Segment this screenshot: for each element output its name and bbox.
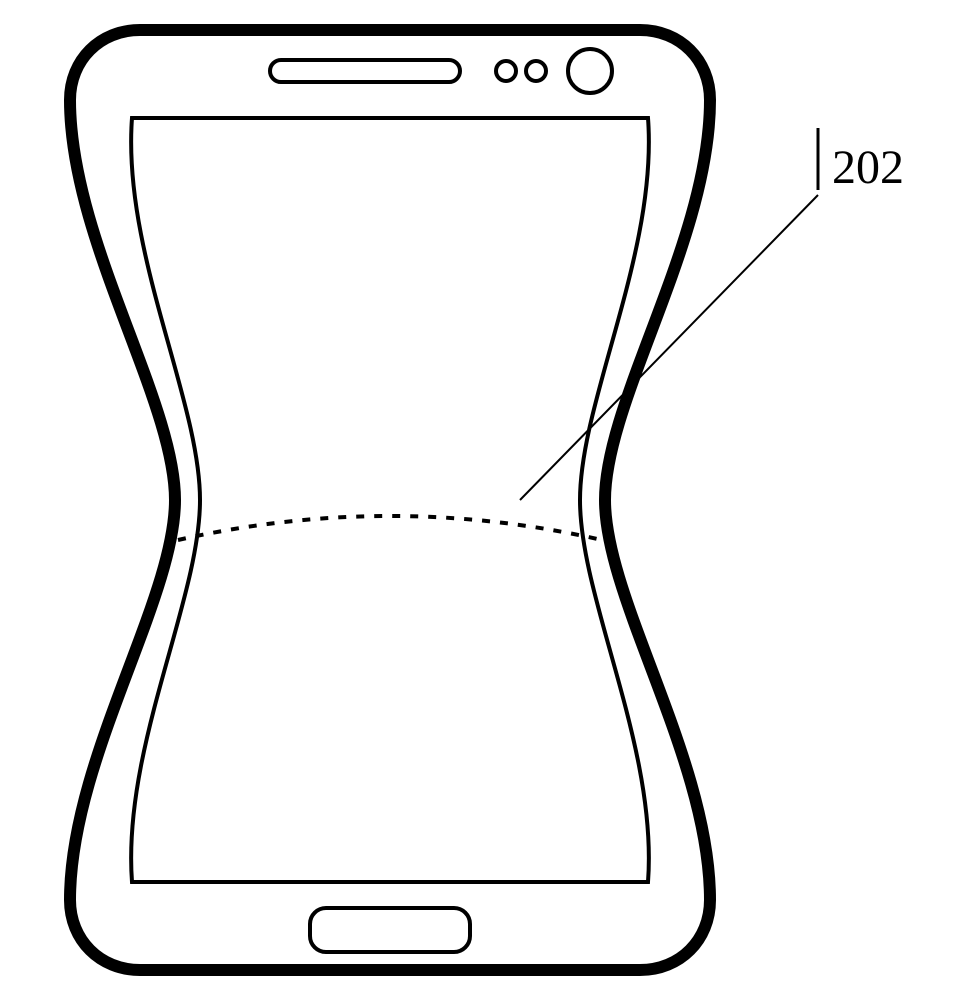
screen-outline xyxy=(131,118,649,882)
device-body-outline xyxy=(70,30,710,970)
speaker-slot xyxy=(270,60,460,82)
home-button xyxy=(310,908,470,952)
device-diagram xyxy=(0,0,972,1000)
figure-container: 202 xyxy=(0,0,972,1000)
reference-numeral-202: 202 xyxy=(832,140,904,195)
leader-line xyxy=(520,195,818,500)
sensor-dot-2 xyxy=(526,61,546,81)
sensor-dot-1 xyxy=(496,61,516,81)
fold-line xyxy=(178,516,602,540)
front-camera xyxy=(568,49,612,93)
